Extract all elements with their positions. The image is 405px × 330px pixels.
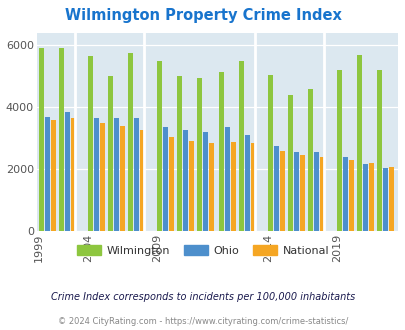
- Bar: [197, 78, 201, 231]
- Bar: [45, 116, 50, 231]
- Bar: [348, 160, 353, 231]
- Bar: [108, 76, 113, 231]
- Bar: [279, 151, 284, 231]
- Bar: [274, 146, 278, 231]
- Bar: [157, 61, 162, 231]
- Bar: [288, 95, 292, 231]
- Bar: [300, 155, 304, 231]
- Bar: [320, 157, 324, 231]
- Bar: [163, 127, 168, 231]
- Bar: [343, 157, 347, 231]
- Bar: [134, 118, 139, 231]
- Bar: [239, 61, 243, 231]
- Text: © 2024 CityRating.com - https://www.cityrating.com/crime-statistics/: © 2024 CityRating.com - https://www.city…: [58, 317, 347, 326]
- Bar: [169, 137, 173, 231]
- Bar: [313, 152, 318, 231]
- Bar: [219, 72, 224, 231]
- Bar: [39, 49, 44, 231]
- Bar: [337, 70, 341, 231]
- Bar: [251, 143, 255, 231]
- Bar: [100, 123, 104, 231]
- Bar: [183, 130, 188, 231]
- Bar: [382, 168, 387, 231]
- Bar: [59, 49, 64, 231]
- Bar: [140, 130, 145, 231]
- Bar: [202, 132, 207, 231]
- Bar: [268, 75, 272, 231]
- Bar: [114, 118, 119, 231]
- Bar: [189, 141, 193, 231]
- Bar: [245, 135, 249, 231]
- Legend: Wilmington, Ohio, National: Wilmington, Ohio, National: [72, 240, 333, 260]
- Bar: [307, 89, 312, 231]
- Bar: [177, 76, 181, 231]
- Bar: [128, 53, 132, 231]
- Bar: [209, 143, 213, 231]
- Bar: [225, 127, 229, 231]
- Bar: [362, 164, 367, 231]
- Bar: [369, 163, 373, 231]
- Bar: [356, 55, 361, 231]
- Bar: [51, 120, 55, 231]
- Bar: [94, 118, 98, 231]
- Text: Wilmington Property Crime Index: Wilmington Property Crime Index: [64, 8, 341, 23]
- Bar: [88, 56, 93, 231]
- Bar: [65, 112, 70, 231]
- Bar: [71, 118, 76, 231]
- Bar: [376, 70, 381, 231]
- Bar: [294, 152, 298, 231]
- Text: Crime Index corresponds to incidents per 100,000 inhabitants: Crime Index corresponds to incidents per…: [51, 292, 354, 302]
- Bar: [388, 167, 393, 231]
- Bar: [120, 126, 124, 231]
- Bar: [231, 142, 235, 231]
